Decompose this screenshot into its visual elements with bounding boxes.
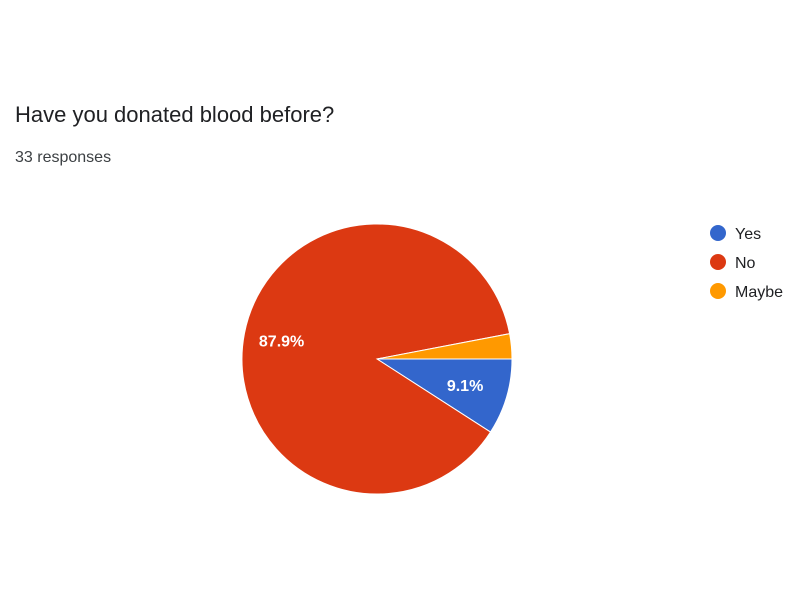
question-title: Have you donated blood before? bbox=[15, 102, 335, 127]
legend-item-yes[interactable]: Yes bbox=[710, 225, 761, 243]
slice-label-no: 87.9% bbox=[259, 333, 304, 350]
legend-item-maybe[interactable]: Maybe bbox=[710, 283, 783, 301]
slice-label-yes: 9.1% bbox=[447, 378, 483, 395]
legend-swatch-no bbox=[710, 254, 726, 270]
pie-slice-no[interactable] bbox=[241, 223, 511, 495]
legend-item-no[interactable]: No bbox=[710, 254, 756, 272]
pie-slice-maybe[interactable] bbox=[376, 333, 513, 360]
legend[interactable]: Yes No Maybe bbox=[710, 225, 783, 301]
response-count: 33 responses bbox=[15, 149, 112, 166]
legend-swatch-yes bbox=[710, 225, 726, 241]
legend-swatch-maybe bbox=[710, 283, 726, 299]
pie-slices bbox=[241, 223, 513, 495]
legend-label-no: No bbox=[735, 255, 756, 272]
pie-slice-labels: 9.1% 87.9% bbox=[259, 333, 483, 394]
legend-label-maybe: Maybe bbox=[735, 284, 783, 301]
legend-label-yes: Yes bbox=[735, 226, 761, 243]
